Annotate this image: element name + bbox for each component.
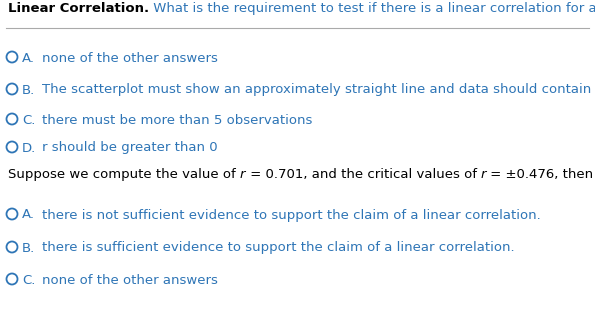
Text: there must be more than 5 observations: there must be more than 5 observations [42, 113, 312, 127]
Text: A.: A. [22, 51, 35, 65]
Text: there is sufficient evidence to support the claim of a linear correlation.: there is sufficient evidence to support … [42, 242, 515, 255]
Text: B.: B. [22, 242, 35, 255]
Text: Linear Correlation.: Linear Correlation. [8, 2, 149, 15]
Text: D.: D. [22, 141, 36, 154]
Text: = ±0.476, then: = ±0.476, then [486, 168, 593, 181]
Text: What is the requirement to test if there is a linear correlation for a populatio: What is the requirement to test if there… [149, 2, 595, 15]
Text: A.: A. [22, 209, 35, 222]
Text: there is not sufficient evidence to support the claim of a linear correlation.: there is not sufficient evidence to supp… [42, 209, 541, 222]
Text: The scatterplot must show an approximately straight line and data should contain: The scatterplot must show an approximate… [42, 84, 595, 97]
Text: r should be greater than 0: r should be greater than 0 [42, 141, 218, 154]
Text: r: r [481, 168, 486, 181]
Text: C.: C. [22, 274, 35, 287]
Text: Suppose we compute the value of: Suppose we compute the value of [8, 168, 240, 181]
Text: none of the other answers: none of the other answers [42, 51, 218, 65]
Text: r: r [240, 168, 246, 181]
Text: B.: B. [22, 84, 35, 97]
Text: = 0.701, and the critical values of: = 0.701, and the critical values of [246, 168, 481, 181]
Text: C.: C. [22, 113, 35, 127]
Text: none of the other answers: none of the other answers [42, 274, 218, 287]
